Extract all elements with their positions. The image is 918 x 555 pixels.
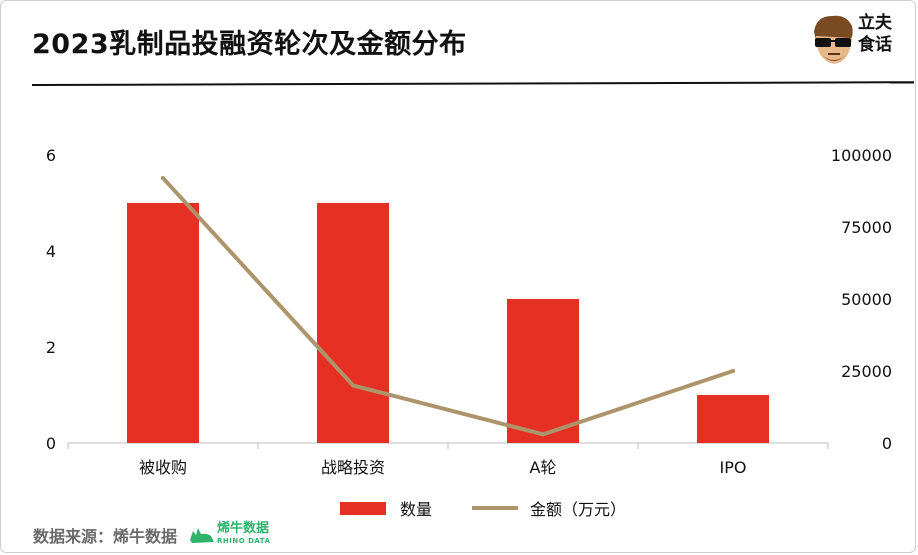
y-right-tick-label: 100000 [831,146,892,165]
bar-count [507,299,579,443]
legend-label-count: 数量 [400,500,433,519]
line-point [541,432,545,437]
x-tick-label: 被收购 [139,458,187,477]
rhino-data-logo: 烯牛数据 RHINO DATA [189,521,271,547]
source-label: 数据来源：烯牛数据 [33,527,178,546]
legend-swatch-amount [472,506,519,510]
chart-area: 0 2 4 6 0 25000 50000 75000 100000 被收购 战略投资 A轮 IPO [46,146,892,477]
source-note: 数据来源：烯牛数据 烯牛数据 RHINO DATA [33,521,271,547]
legend-label-amount: 金额（万元） [530,500,627,519]
rhino-logo-en: RHINO DATA [217,537,271,545]
y-left-tick-label: 0 [46,434,56,453]
y-right-tick-label: 25000 [841,362,892,381]
bar-count [317,203,389,443]
bar-count [127,203,199,443]
line-point [351,383,355,388]
y-right-tick-label: 75000 [841,218,892,237]
legend-swatch-count [340,501,386,515]
y-right-tick-label: 0 [882,434,892,453]
bar-count [697,395,769,443]
x-tick-label: 战略投资 [321,458,385,477]
legend: 数量 金额（万元） [340,497,626,519]
x-tick-label: IPO [720,458,747,477]
rhino-icon [190,528,215,543]
rhino-logo-cn: 烯牛数据 [217,521,270,536]
y-left-tick-label: 6 [46,146,56,165]
line-point [731,369,735,373]
y-left-tick-label: 2 [46,338,56,357]
line-point [161,176,165,181]
page-title: 2023乳制品投融资轮次及金额分布 [32,29,467,60]
y-right-tick-label: 50000 [841,290,892,309]
y-left-tick-label: 4 [46,242,56,261]
x-tick-label: A轮 [530,458,557,477]
line-amount [161,176,735,437]
brand-name: 立夫食话 [858,13,892,55]
brand-avatar-icon [814,15,853,64]
